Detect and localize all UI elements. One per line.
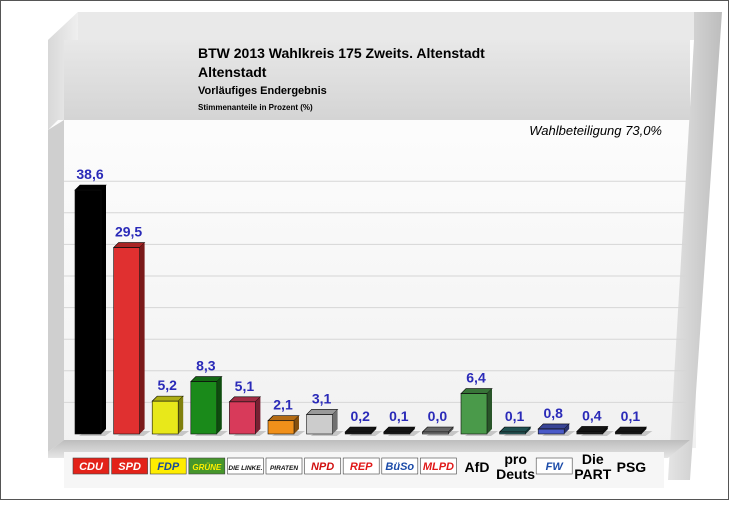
bar-value-label: 0,1 bbox=[621, 408, 641, 424]
bar-front bbox=[615, 432, 642, 434]
legend-text: PART bbox=[574, 466, 612, 482]
legend-logo: FDP bbox=[149, 457, 187, 475]
legend-logo: CDU bbox=[72, 457, 110, 475]
box-right-wall bbox=[668, 12, 722, 480]
value-labels: 38,6 29,5 5,2 8,3 5,1 2,1 3,1 0,2 0,1 0,0 6,4 0,1 0,… bbox=[76, 166, 640, 424]
bar bbox=[267, 415, 305, 436]
bar bbox=[537, 423, 576, 436]
bar bbox=[305, 409, 344, 436]
bar-value-label: 2,1 bbox=[273, 397, 293, 413]
legend-logo: DIE LINKE. bbox=[227, 457, 264, 475]
bar bbox=[228, 396, 267, 436]
bar-front bbox=[461, 393, 487, 434]
bar-series bbox=[74, 184, 653, 436]
bar-value-label: 3,1 bbox=[312, 390, 332, 406]
bar-value-label: 38,6 bbox=[76, 166, 103, 182]
party-legend: CDU SPD FDP GRÜNE DIE LINKE. PIRATEN NPD REP BüS… bbox=[72, 451, 647, 482]
bar-front bbox=[499, 432, 526, 434]
bar-value-label: 5,1 bbox=[235, 378, 255, 394]
box-top bbox=[48, 12, 694, 40]
bar bbox=[112, 242, 151, 436]
bar-value-label: 0,0 bbox=[428, 408, 448, 424]
legend-logo-text: GRÜNE bbox=[192, 463, 222, 472]
bar-value-label: 0,8 bbox=[543, 405, 563, 421]
bar-front bbox=[229, 401, 256, 434]
bar bbox=[614, 426, 653, 436]
legend-logo: MLPD bbox=[420, 457, 457, 475]
bar-value-label: 0,4 bbox=[582, 407, 602, 423]
legend-logo: PIRATEN bbox=[265, 457, 303, 475]
bar-value-label: 29,5 bbox=[115, 224, 142, 240]
bar-front bbox=[113, 247, 140, 434]
bar-front bbox=[152, 401, 179, 434]
bar-front bbox=[383, 432, 410, 434]
bar-value-label: 0,2 bbox=[350, 408, 370, 424]
legend-logo-text: PIRATEN bbox=[270, 465, 298, 472]
left-pillar bbox=[48, 120, 64, 452]
bar-value-label: 5,2 bbox=[157, 377, 177, 393]
title-line-2: Altenstadt bbox=[198, 64, 267, 80]
legend-logo: BüSo bbox=[381, 457, 419, 475]
bar-value-label: 8,3 bbox=[196, 358, 216, 374]
bar-front bbox=[538, 428, 565, 434]
legend-logo-text: DIE LINKE. bbox=[228, 465, 262, 472]
legend-text: PSG bbox=[617, 459, 647, 475]
legend-logo: FW bbox=[535, 457, 573, 475]
bar-front bbox=[345, 432, 372, 434]
legend-logo-text: FW bbox=[546, 461, 565, 473]
bar bbox=[460, 388, 498, 436]
bar bbox=[344, 426, 383, 436]
bar-front bbox=[190, 381, 217, 434]
legend-logo: SPD bbox=[111, 457, 148, 475]
bar bbox=[576, 426, 614, 436]
legend-text: Deuts bbox=[496, 466, 535, 482]
legend-logo-text: CDU bbox=[79, 461, 104, 473]
bar bbox=[151, 395, 190, 436]
bar-value-label: 0,1 bbox=[505, 408, 525, 424]
bar-value-label: 0,1 bbox=[389, 408, 409, 424]
bar-front bbox=[576, 431, 603, 434]
turnout-label: Wahlbeteiligung 73,0% bbox=[529, 123, 662, 138]
legend-logo-text: REP bbox=[350, 461, 373, 473]
legend-logo: REP bbox=[342, 457, 380, 475]
bar-front bbox=[268, 420, 294, 434]
legend-logo-text: SPD bbox=[118, 461, 141, 473]
legend-logo-text: BüSo bbox=[385, 461, 414, 473]
title-line-1: BTW 2013 Wahlkreis 175 Zweits. Altenstad… bbox=[198, 45, 485, 61]
legend-logo: GRÜNE bbox=[188, 457, 226, 475]
bar bbox=[421, 426, 460, 436]
legend-logo-text: NPD bbox=[311, 461, 334, 473]
bar bbox=[498, 426, 537, 436]
bar-front bbox=[422, 432, 449, 434]
legend-logo: NPD bbox=[304, 457, 341, 475]
legend-text: Die bbox=[582, 451, 604, 467]
bar-front bbox=[75, 190, 101, 434]
bar-value-label: 6,4 bbox=[466, 370, 486, 386]
legend-logo-text: FDP bbox=[157, 461, 180, 473]
legend-text: AfD bbox=[465, 459, 490, 475]
bar bbox=[383, 426, 421, 436]
bar-front bbox=[306, 414, 333, 434]
bar bbox=[190, 376, 228, 436]
legend-text: pro bbox=[504, 451, 527, 467]
unit-note: Stimmenanteile in Prozent (%) bbox=[198, 103, 313, 112]
header-panel bbox=[64, 40, 690, 120]
legend-logo-text: MLPD bbox=[423, 461, 454, 473]
subtitle: Vorläufiges Endergebnis bbox=[198, 85, 327, 97]
bar bbox=[74, 184, 112, 436]
